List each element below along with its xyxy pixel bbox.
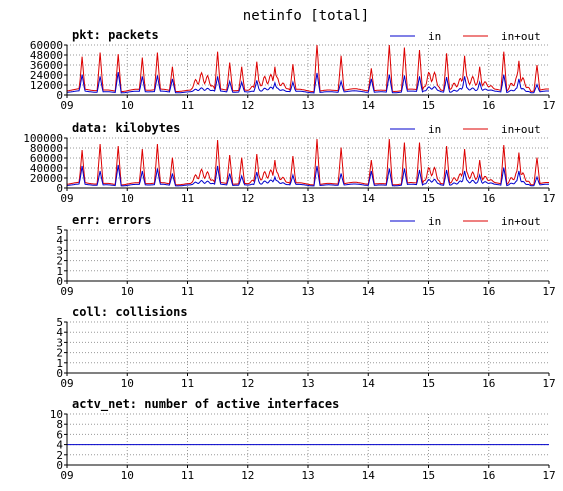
chart-title: coll: collisions (72, 305, 188, 319)
y-tick-label: 20000 (30, 172, 63, 185)
x-tick-label: 11 (181, 469, 194, 482)
x-tick-label: 12 (241, 99, 254, 112)
x-tick-label: 14 (362, 192, 376, 205)
y-tick-label: 60000 (30, 39, 63, 52)
y-tick-label: 3 (56, 336, 63, 349)
y-tick-label: 5 (56, 316, 63, 329)
x-tick-label: 17 (542, 285, 555, 298)
y-tick-label: 6 (56, 428, 63, 441)
y-tick-label: 24000 (30, 69, 63, 82)
legend-label: in+out (501, 123, 541, 136)
x-tick-label: 13 (301, 469, 314, 482)
x-tick-label: 10 (121, 285, 134, 298)
x-tick-label: 15 (422, 192, 435, 205)
x-tick-label: 15 (422, 469, 435, 482)
chart-title: err: errors (72, 213, 151, 227)
x-tick-label: 17 (542, 377, 555, 390)
series-line-in (67, 164, 550, 187)
legend-label: in (428, 30, 441, 43)
x-tick-label: 09 (60, 285, 73, 298)
x-tick-label: 12 (241, 377, 254, 390)
y-tick-label: 2 (56, 255, 63, 268)
x-tick-label: 09 (60, 192, 73, 205)
y-tick-label: 1 (56, 357, 63, 370)
y-tick-label: 80000 (30, 142, 63, 155)
x-tick-label: 13 (301, 377, 314, 390)
page-title: netinfo [total] (243, 8, 369, 24)
x-tick-label: 09 (60, 377, 73, 390)
legend-label: in (428, 123, 441, 136)
x-tick-label: 16 (482, 469, 495, 482)
chart-data: data: kilobytes in in+out 02000040000600008… (23, 121, 555, 205)
x-tick-label: 11 (181, 377, 194, 390)
y-tick-label: 48000 (30, 49, 63, 62)
x-tick-label: 16 (482, 99, 495, 112)
x-tick-label: 15 (422, 285, 435, 298)
x-tick-label: 11 (181, 285, 194, 298)
x-tick-label: 17 (542, 469, 555, 482)
y-tick-label: 60000 (30, 152, 63, 165)
x-tick-label: 13 (301, 99, 314, 112)
x-tick-label: 12 (241, 192, 254, 205)
y-tick-label: 4 (56, 439, 63, 452)
legend-label: in (428, 215, 441, 228)
chart-title: actv_net: number of active interfaces (72, 397, 339, 412)
x-tick-label: 10 (121, 469, 134, 482)
x-tick-label: 16 (482, 192, 495, 205)
y-tick-label: 5 (56, 224, 63, 237)
x-tick-label: 10 (121, 99, 134, 112)
chart-title: pkt: packets (72, 28, 159, 42)
x-tick-label: 12 (241, 469, 254, 482)
y-tick-label: 2 (56, 449, 63, 462)
x-tick-label: 11 (181, 99, 194, 112)
chart-pkt: pkt: packets in in+out 01200024000360004800… (30, 28, 556, 112)
chart-actv: actv_net: number of active interfaces 024… (50, 397, 556, 482)
y-tick-label: 0 (56, 182, 63, 195)
legend-label: in+out (501, 215, 541, 228)
y-tick-label: 10 (50, 408, 63, 421)
y-tick-label: 36000 (30, 59, 63, 72)
x-tick-label: 15 (422, 377, 435, 390)
x-tick-label: 09 (60, 99, 73, 112)
y-tick-label: 100000 (23, 132, 63, 145)
y-tick-label: 0 (56, 89, 63, 102)
x-tick-label: 12 (241, 285, 254, 298)
x-tick-label: 10 (121, 377, 134, 390)
y-tick-label: 0 (56, 367, 63, 380)
y-tick-label: 8 (56, 418, 63, 431)
y-tick-label: 3 (56, 244, 63, 257)
x-tick-label: 13 (301, 192, 314, 205)
x-tick-label: 14 (362, 469, 376, 482)
y-tick-label: 0 (56, 275, 63, 288)
y-tick-label: 2 (56, 347, 63, 360)
y-tick-label: 1 (56, 265, 63, 278)
x-tick-label: 10 (121, 192, 134, 205)
x-tick-label: 17 (542, 192, 555, 205)
y-tick-label: 4 (56, 234, 63, 247)
y-tick-label: 4 (56, 326, 63, 339)
y-tick-label: 0 (56, 459, 63, 472)
x-tick-label: 13 (301, 285, 314, 298)
y-tick-label: 40000 (30, 162, 63, 175)
x-tick-label: 09 (60, 469, 73, 482)
x-tick-label: 17 (542, 99, 555, 112)
x-tick-label: 14 (362, 285, 376, 298)
y-tick-label: 12000 (30, 79, 63, 92)
legend-label: in+out (501, 30, 541, 43)
series-line-in (66, 72, 549, 94)
x-tick-label: 16 (482, 377, 495, 390)
chart-title: data: kilobytes (72, 121, 180, 135)
x-tick-label: 14 (362, 377, 376, 390)
series-line-inplusout (66, 138, 549, 186)
x-tick-label: 11 (181, 192, 194, 205)
x-tick-label: 16 (482, 285, 495, 298)
chart-panels: pkt: packets in in+out01200024000360004800… (23, 28, 555, 482)
series-line-inplusout (66, 44, 549, 93)
x-tick-label: 14 (362, 99, 376, 112)
x-tick-label: 15 (422, 99, 435, 112)
